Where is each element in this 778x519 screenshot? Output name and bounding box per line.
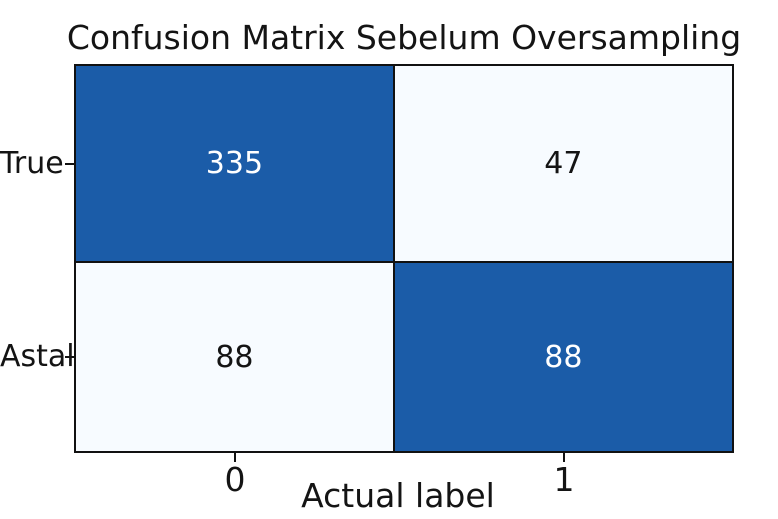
y-tick-label-true: True (0, 146, 64, 181)
x-tick-label-0: 0 (224, 460, 246, 499)
x-tick-label-1: 1 (553, 460, 575, 499)
y-tick-label-astal: Astal (0, 339, 75, 374)
y-tick-mark-astal (65, 356, 74, 358)
chart-title: Confusion Matrix Sebelum Oversampling (66, 18, 742, 57)
x-tick-mark-1 (563, 453, 565, 462)
matrix-cell-astal-0: 88 (76, 263, 395, 451)
matrix-cell-true-0: 335 (76, 66, 395, 264)
matrix-cell-astal-1: 88 (394, 263, 732, 451)
x-tick-mark-0 (234, 453, 236, 462)
heatmap-plot-area: 335 47 88 88 (74, 64, 734, 453)
y-tick-mark-true (65, 163, 74, 165)
matrix-cell-true-1: 47 (394, 66, 732, 264)
x-axis-label: Actual label (301, 476, 495, 515)
